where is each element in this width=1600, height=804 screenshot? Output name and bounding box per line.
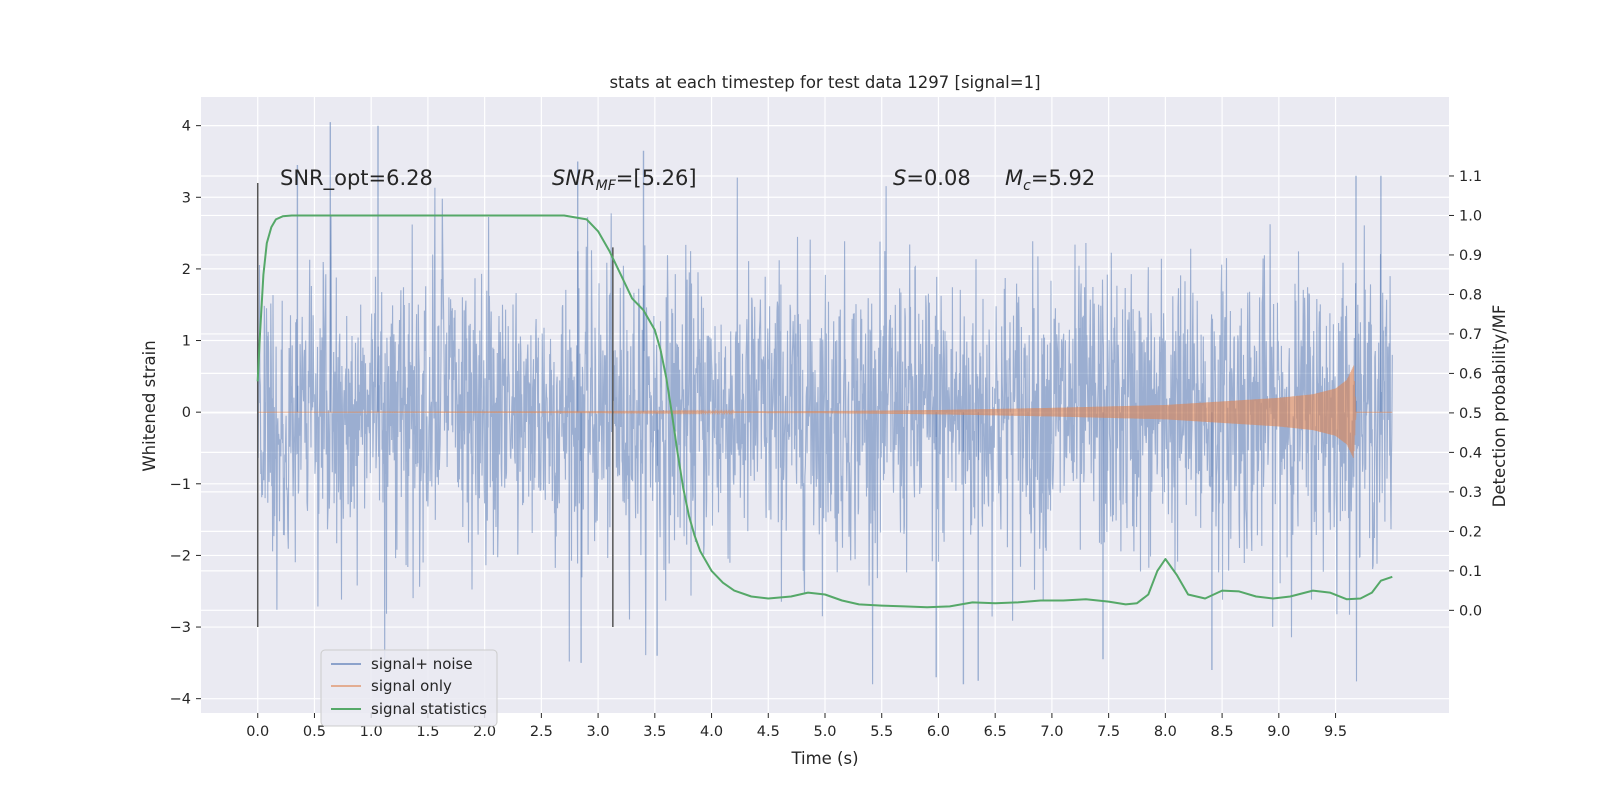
y-tick-label: 3 xyxy=(182,190,191,206)
y-axis-ticks: 4 3 2 1 0 −1 −2 −3 −4 xyxy=(170,119,201,708)
y-tick-label: −1 xyxy=(170,477,191,493)
mc-sub: c xyxy=(1023,178,1031,194)
snr-mf-suffix: =[5.26] xyxy=(616,166,697,190)
y2-tick-label: 1.1 xyxy=(1459,169,1482,185)
s-suffix: =0.08 xyxy=(906,166,970,190)
y-tick-label: 1 xyxy=(182,334,191,350)
y-tick-label: −3 xyxy=(170,620,191,636)
x-tick-label: 7.0 xyxy=(1040,724,1063,740)
y-tick-label: 2 xyxy=(182,262,191,278)
vertical-markers xyxy=(256,182,614,628)
chart-title: stats at each timestep for test data 129… xyxy=(609,73,1040,92)
y2-tick-label: 0.9 xyxy=(1459,248,1482,264)
annotation-mc: Mc=5.92 xyxy=(1005,166,1095,194)
x-tick-label: 9.0 xyxy=(1267,724,1290,740)
signal-noise-line xyxy=(257,177,1393,685)
y2-tick-label: 0.3 xyxy=(1459,485,1482,501)
annotation-s: S=0.08 xyxy=(893,166,971,190)
mc-prefix: M xyxy=(1005,166,1023,190)
x-tick-label: 8.5 xyxy=(1211,724,1234,740)
x-tick-label: 1.5 xyxy=(416,724,439,740)
signal-statistics-series xyxy=(256,214,1393,609)
y-tick-label: 0 xyxy=(182,405,191,421)
y2-tick-label: 0.2 xyxy=(1459,524,1482,540)
y-tick-label: −4 xyxy=(170,692,191,708)
x-tick-label: 6.0 xyxy=(927,724,950,740)
x-tick-label: 5.0 xyxy=(813,724,836,740)
y-axis-label: Whitened strain xyxy=(140,340,159,471)
x-tick-label: 8.0 xyxy=(1154,724,1177,740)
x-axis-label: Time (s) xyxy=(790,749,858,768)
s-prefix: S xyxy=(893,166,906,190)
legend-label-signal-statistics: signal statistics xyxy=(371,700,487,718)
x-tick-label: 4.0 xyxy=(700,724,723,740)
x-tick-label: 6.5 xyxy=(984,724,1007,740)
y2-tick-label: 0.6 xyxy=(1459,366,1482,382)
signal-noise-series xyxy=(257,122,1393,685)
signal-noise-peaks xyxy=(296,122,1382,685)
signal-only-series xyxy=(257,365,1393,458)
x-tick-label: 9.5 xyxy=(1324,724,1347,740)
y2-tick-label: 1.0 xyxy=(1459,208,1482,224)
y2-tick-label: 0.0 xyxy=(1459,603,1482,619)
x-tick-label: 0.5 xyxy=(303,724,326,740)
y-tick-label: −2 xyxy=(170,548,191,564)
x-tick-label: 7.5 xyxy=(1097,724,1120,740)
legend-label-signal-only: signal only xyxy=(371,677,452,695)
y2-axis-ticks: 1.1 1.0 0.9 0.8 0.7 0.6 0.5 0.4 0.3 0.2 0.1 0.0 xyxy=(1449,169,1482,619)
x-tick-label: 1.0 xyxy=(360,724,383,740)
annotation-snr-opt: SNR_opt=6.28 xyxy=(280,166,433,191)
legend-label-signal-noise: signal+ noise xyxy=(371,655,473,673)
y2-tick-label: 0.7 xyxy=(1459,327,1482,343)
snr-mf-prefix: SNR xyxy=(552,166,596,190)
signal-statistics-line xyxy=(256,214,1393,609)
legend: signal+ noise signal only signal statist… xyxy=(320,649,498,727)
x-tick-label: 2.0 xyxy=(473,724,496,740)
x-tick-label: 5.5 xyxy=(870,724,893,740)
x-tick-label: 3.0 xyxy=(587,724,610,740)
y2-axis-label: Detection probability/MF xyxy=(1490,305,1509,508)
x-axis-ticks: 0.0 0.5 1.0 1.5 2.0 2.5 3.0 3.5 4.0 4.5 5.0 5.5 6.0 6… xyxy=(246,713,1347,740)
x-tick-label: 3.5 xyxy=(643,724,666,740)
mc-suffix: =5.92 xyxy=(1031,166,1095,190)
x-tick-label: 2.5 xyxy=(530,724,553,740)
y-tick-label: 4 xyxy=(182,119,191,135)
y2-tick-label: 0.4 xyxy=(1459,445,1482,461)
x-tick-label: 4.5 xyxy=(757,724,780,740)
annotation-snr-mf: SNRMF=[5.26] xyxy=(552,166,697,194)
x-tick-label: 0.0 xyxy=(246,724,269,740)
legend-box xyxy=(320,649,498,727)
y2-tick-label: 0.1 xyxy=(1459,564,1482,580)
y2-tick-label: 0.8 xyxy=(1459,287,1482,303)
signal-only-line xyxy=(257,365,1393,458)
snr-mf-sub: MF xyxy=(596,178,617,194)
y2-tick-label: 0.5 xyxy=(1459,406,1482,422)
